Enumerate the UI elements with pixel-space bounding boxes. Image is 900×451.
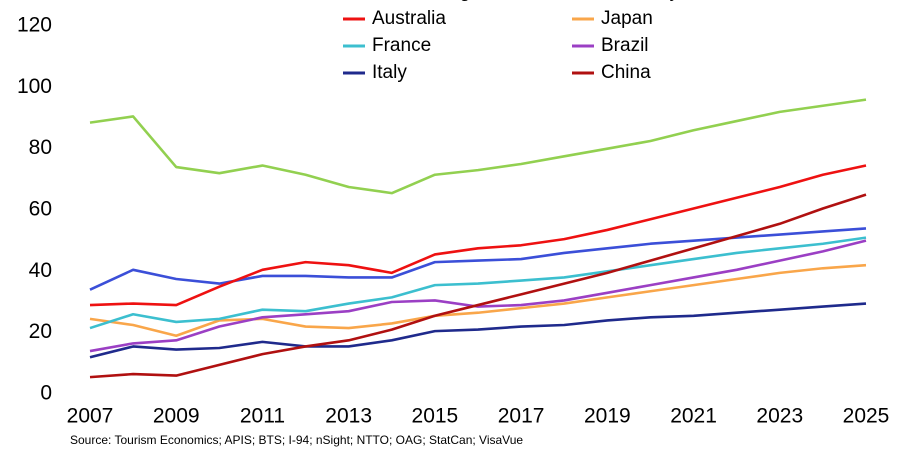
legend-label: Brazil xyxy=(601,35,649,56)
legend-label: Australia xyxy=(372,8,446,29)
series-line xyxy=(89,227,867,291)
legend-label: Japan xyxy=(601,8,653,29)
series-line xyxy=(89,236,867,330)
series-line xyxy=(89,98,867,195)
x-tick-label: 2011 xyxy=(240,405,285,428)
x-tick-label: 2025 xyxy=(843,405,890,428)
legend-label: Italy xyxy=(372,62,407,83)
x-tick-label: 2019 xyxy=(584,405,631,428)
x-tick-label: 2021 xyxy=(670,405,717,428)
legend-label: China xyxy=(601,62,651,83)
series-line xyxy=(89,164,867,307)
series-line xyxy=(89,263,867,338)
source-note: Source: Tourism Economics; APIS; BTS; I-… xyxy=(70,433,523,447)
y-tick-label: 60 xyxy=(29,198,52,221)
x-tick-label: 2007 xyxy=(67,405,114,428)
x-tick-label: 2009 xyxy=(153,405,200,428)
legend-label: Germany xyxy=(601,0,680,2)
series-line xyxy=(89,193,867,379)
y-tick-label: 40 xyxy=(29,259,52,282)
y-tick-label: 20 xyxy=(29,320,52,343)
x-tick-label: 2015 xyxy=(412,405,459,428)
y-tick-label: 0 xyxy=(40,382,52,405)
y-tick-label: 120 xyxy=(17,14,52,37)
series-line xyxy=(89,302,867,359)
x-tick-label: 2017 xyxy=(498,405,545,428)
legend-label: France xyxy=(372,35,431,56)
y-tick-label: 80 xyxy=(29,136,52,159)
series-line xyxy=(89,239,867,353)
x-tick-label: 2013 xyxy=(325,405,372,428)
x-tick-label: 2023 xyxy=(756,405,803,428)
legend-label: United Kingdom xyxy=(372,0,507,2)
y-tick-label: 100 xyxy=(17,75,52,98)
